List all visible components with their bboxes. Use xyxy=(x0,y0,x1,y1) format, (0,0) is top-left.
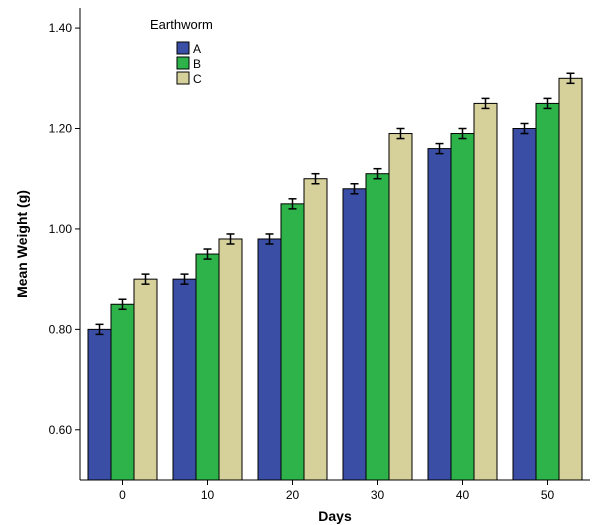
legend-label-B: B xyxy=(193,57,201,71)
bar-C-50 xyxy=(558,77,583,481)
error-bars-layer xyxy=(95,72,575,336)
bar-B-20 xyxy=(280,203,305,481)
legend-swatch-B xyxy=(176,56,190,70)
bar-C-0 xyxy=(133,278,158,481)
x-axis-title: Days xyxy=(318,508,352,524)
bar-A-10 xyxy=(172,278,197,481)
bar-B-50 xyxy=(535,102,560,481)
x-tick-label: 30 xyxy=(371,488,385,502)
legend-title: Earthworm xyxy=(150,17,213,32)
y-ticks-layer: 0.60 0.80 1.00 1.20 1.40 xyxy=(49,21,80,437)
legend-label-C: C xyxy=(193,72,202,86)
legend-swatch-A xyxy=(176,41,190,55)
bar-A-20 xyxy=(257,238,282,481)
y-tick-label: 1.20 xyxy=(49,122,73,136)
x-tick-label: 20 xyxy=(286,488,300,502)
y-axis-title: Mean Weight (g) xyxy=(14,190,30,298)
bar-B-0 xyxy=(110,303,135,481)
legend: Earthworm ABC xyxy=(150,17,213,86)
bar-C-40 xyxy=(473,102,498,481)
bar-C-10 xyxy=(218,238,243,481)
legend-items: ABC xyxy=(176,41,202,86)
bar-C-30 xyxy=(388,133,413,481)
bar-A-40 xyxy=(427,148,452,481)
x-tick-label: 0 xyxy=(119,488,126,502)
y-tick-label: 1.00 xyxy=(49,222,73,236)
x-ticks-layer: 0 10 20 30 40 50 xyxy=(119,480,554,502)
legend-swatch-C xyxy=(176,71,190,85)
bar-B-40 xyxy=(450,133,475,481)
x-tick-label: 10 xyxy=(201,488,215,502)
y-tick-label: 0.60 xyxy=(49,423,73,437)
y-tick-label: 1.40 xyxy=(49,21,73,35)
legend-label-A: A xyxy=(193,42,201,56)
bar-A-0 xyxy=(87,328,112,481)
x-tick-label: 40 xyxy=(456,488,470,502)
bars-layer xyxy=(87,77,583,481)
bar-A-50 xyxy=(512,128,537,481)
y-tick-label: 0.80 xyxy=(49,322,73,336)
bar-C-20 xyxy=(303,178,328,481)
bar-A-30 xyxy=(342,188,367,481)
bar-B-10 xyxy=(195,253,220,481)
x-tick-label: 50 xyxy=(541,488,555,502)
bar-B-30 xyxy=(365,173,390,481)
